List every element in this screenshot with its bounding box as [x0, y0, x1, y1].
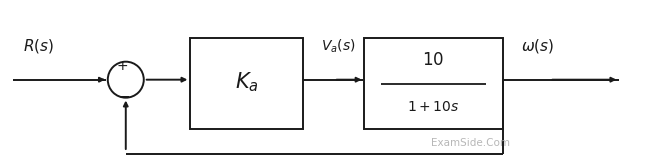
Text: $1+10s$: $1+10s$	[407, 100, 460, 114]
Text: −: −	[119, 90, 130, 104]
Text: $\omega(s)$: $\omega(s)$	[521, 38, 555, 55]
Text: ExamSide.Com: ExamSide.Com	[432, 138, 510, 148]
Bar	[190, 38, 303, 129]
Bar	[364, 38, 503, 129]
Text: $V_a(s)$: $V_a(s)$	[321, 38, 356, 55]
Text: +: +	[117, 59, 128, 73]
Text: $R(s)$: $R(s)$	[23, 38, 54, 55]
Text: $10$: $10$	[422, 52, 444, 69]
Text: $K_a$: $K_a$	[235, 70, 259, 94]
